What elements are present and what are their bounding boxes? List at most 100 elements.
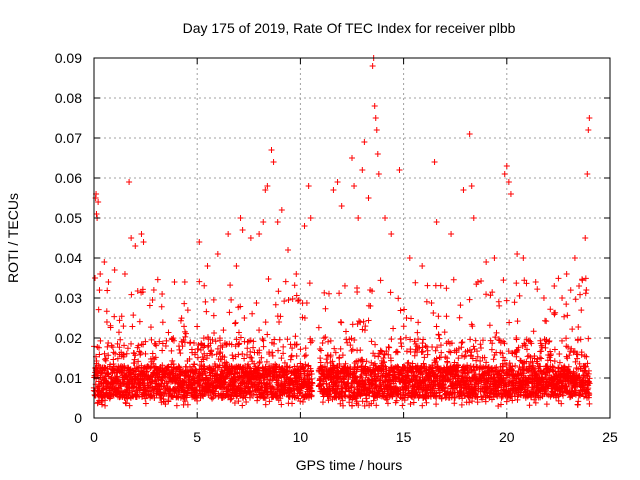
data-point [330,187,337,193]
data-point [183,330,190,337]
y-axis-title: ROTI / TECUs [5,193,21,283]
data-point [110,349,117,356]
data-point [278,401,285,408]
data-point [205,376,212,383]
data-point [229,352,236,359]
x-tick-label: 5 [193,429,201,445]
data-point [159,291,166,297]
data-point [256,358,263,365]
data-point [501,171,508,177]
data-point [500,277,507,284]
data-point [583,286,590,293]
data-point [360,318,367,325]
data-point [148,379,155,386]
data-point [124,345,131,352]
data-point [216,337,223,344]
data-point [187,339,194,346]
data-point [493,329,500,336]
data-point [513,336,520,343]
data-point [355,402,362,409]
data-point [393,348,400,355]
data-point [559,295,566,302]
data-point [411,338,418,345]
data-point [405,359,412,366]
data-point [354,364,361,371]
data-point [430,309,437,316]
data-point [456,314,463,321]
data-point [281,298,288,305]
data-point [457,302,464,309]
data-point [534,286,541,293]
data-point [371,103,378,109]
data-point [371,353,378,360]
data-point [399,402,406,409]
data-point [396,167,403,173]
data-point [232,319,239,326]
data-point [301,223,308,229]
data-point [101,356,108,363]
data-point [118,313,125,320]
data-point [372,341,379,348]
data-point [124,395,131,402]
data-point [235,351,242,358]
data-point [275,347,282,354]
data-point [204,343,211,350]
data-point [159,362,166,369]
data-point [441,329,448,336]
data-point [231,379,238,386]
data-point [123,350,130,357]
data-point [423,399,430,406]
data-point [285,297,292,304]
data-point [309,380,316,387]
data-point [212,338,219,345]
data-point [189,385,196,392]
data-point [419,348,426,355]
data-point [466,296,473,303]
data-point [209,395,216,402]
data-point [149,355,156,362]
data-point [170,337,177,344]
data-point [407,400,414,407]
data-point [177,317,184,324]
data-point [448,231,455,237]
data-point [431,359,438,366]
data-point [101,350,108,357]
data-point [173,402,180,409]
data-point [489,340,496,347]
data-point [302,361,309,368]
data-point [289,400,296,407]
data-point [390,325,397,332]
data-point [394,363,401,370]
data-point [272,301,279,308]
data-point [223,341,230,348]
data-point [123,400,130,407]
data-point [526,402,533,409]
data-point [247,235,254,241]
data-point [359,167,366,173]
data-point [276,318,283,325]
data-point [164,364,171,371]
data-point [388,357,395,364]
data-point [514,251,521,257]
data-point [256,349,263,356]
data-point [131,356,138,363]
data-point [332,349,339,356]
data-point [269,352,276,359]
data-point [552,309,559,316]
data-point [378,385,385,392]
data-point [111,313,118,320]
data-point [114,355,121,362]
data-point [385,343,392,350]
data-point [289,345,296,352]
data-point [450,276,457,283]
data-point [451,400,458,407]
data-point [248,354,255,361]
data-point [585,335,592,342]
data-point [411,352,418,359]
data-point [293,271,300,277]
data-point [392,377,399,384]
data-point [336,354,343,361]
data-point [401,397,408,404]
data-point [308,371,315,378]
